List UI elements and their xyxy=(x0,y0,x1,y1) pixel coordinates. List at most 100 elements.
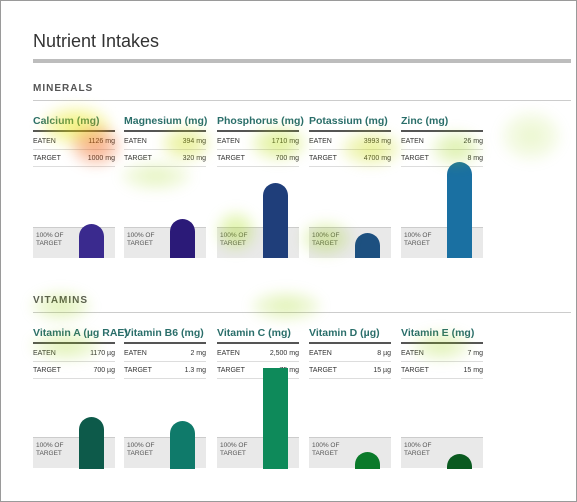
target-value: 15 mg xyxy=(463,367,483,374)
intake-bar xyxy=(355,233,380,258)
target-row: TARGET 320 mg xyxy=(124,150,206,167)
band-label: 100% OF TARGET xyxy=(127,442,155,457)
nutrient-name: Zinc (mg) xyxy=(401,115,449,127)
eaten-label: EATEN xyxy=(124,138,147,145)
target-label: TARGET xyxy=(124,367,152,374)
eaten-label: EATEN xyxy=(33,350,56,357)
eaten-row: EATEN 1710 mg xyxy=(217,133,299,150)
band-label: 100% OF TARGET xyxy=(220,442,248,457)
target-value: 700 µg xyxy=(93,367,115,374)
nutrient-card: Vitamin A (µg RAE) EATEN 1170 µg TARGET 700 … xyxy=(33,327,128,477)
nutrient-name: Vitamin D (µg) xyxy=(309,327,380,339)
nutrient-name: Potassium (mg) xyxy=(309,115,388,127)
target-row: TARGET 4700 mg xyxy=(309,150,391,167)
eaten-row: EATEN 8 µg xyxy=(309,345,391,362)
band-label: 100% OF TARGET xyxy=(127,232,155,247)
eaten-label: EATEN xyxy=(401,350,424,357)
heatmap-blob xyxy=(251,291,321,321)
name-rule xyxy=(124,130,206,132)
target-label: TARGET xyxy=(401,155,429,162)
band-label: 100% OF TARGET xyxy=(312,232,340,247)
nutrient-card: Calcium (mg) EATEN 1126 mg TARGET 1000 mg 100… xyxy=(33,115,115,265)
eaten-row: EATEN 26 mg xyxy=(401,133,483,150)
intake-bar xyxy=(263,183,288,258)
eaten-label: EATEN xyxy=(217,350,240,357)
eaten-label: EATEN xyxy=(33,138,56,145)
target-label: TARGET xyxy=(309,155,337,162)
page-title: Nutrient Intakes xyxy=(33,31,160,51)
name-rule xyxy=(309,130,391,132)
nutrient-card: Vitamin D (µg) EATEN 8 µg TARGET 15 µg 100% O… xyxy=(309,327,391,477)
target-value: 1000 mg xyxy=(87,155,115,162)
nutrient-name: Vitamin C (mg) xyxy=(217,327,291,339)
eaten-row: EATEN 1170 µg xyxy=(33,345,115,362)
target-value: 320 mg xyxy=(182,155,206,162)
target-value: 4700 mg xyxy=(363,155,391,162)
target-label: TARGET xyxy=(217,367,245,374)
target-row: TARGET 1.3 mg xyxy=(124,362,206,379)
target-value: 75 mg xyxy=(279,367,299,374)
nutrient-name: Vitamin B6 (mg) xyxy=(124,327,204,339)
band-label: 100% OF TARGET xyxy=(220,232,248,247)
target-row: TARGET 15 µg xyxy=(309,362,391,379)
target-value: 1.3 mg xyxy=(184,367,206,374)
name-rule xyxy=(401,342,483,344)
nutrient-name: Phosphorus (mg) xyxy=(217,115,304,127)
eaten-value: 7 mg xyxy=(467,350,483,357)
nutrient-name: Magnesium (mg) xyxy=(124,115,208,127)
target-row: TARGET 8 mg xyxy=(401,150,483,167)
name-rule xyxy=(124,342,206,344)
eaten-label: EATEN xyxy=(309,138,332,145)
eaten-row: EATEN 1126 mg xyxy=(33,133,115,150)
target-label: TARGET xyxy=(401,367,429,374)
eaten-value: 1710 mg xyxy=(271,138,299,145)
eaten-row: EATEN 3993 mg xyxy=(309,133,391,150)
eaten-row: EATEN 394 mg xyxy=(124,133,206,150)
intake-bar xyxy=(79,417,104,469)
section-rule xyxy=(33,312,571,313)
name-rule xyxy=(217,342,299,344)
band-label: 100% OF TARGET xyxy=(312,442,340,457)
target-row: TARGET 75 mg xyxy=(217,362,299,379)
target-row: TARGET 15 mg xyxy=(401,362,483,379)
eaten-row: EATEN 2,500 mg xyxy=(217,345,299,362)
eaten-value: 394 mg xyxy=(182,138,206,145)
target-row: TARGET 700 µg xyxy=(33,362,115,379)
eaten-value: 1126 mg xyxy=(88,138,115,145)
eaten-row: EATEN 2 mg xyxy=(124,345,206,362)
title-rule xyxy=(33,59,571,63)
target-band: 100% OF TARGET xyxy=(401,437,483,468)
eaten-value: 2 mg xyxy=(190,350,206,357)
name-rule xyxy=(309,342,391,344)
target-label: TARGET xyxy=(124,155,152,162)
name-rule xyxy=(401,130,483,132)
eaten-label: EATEN xyxy=(124,350,147,357)
target-label: TARGET xyxy=(217,155,245,162)
heatmap-blob xyxy=(501,111,561,161)
name-rule xyxy=(217,130,299,132)
target-label: TARGET xyxy=(309,367,337,374)
intake-bar xyxy=(263,368,288,469)
eaten-label: EATEN xyxy=(217,138,240,145)
intake-bar xyxy=(79,224,104,258)
band-label: 100% OF TARGET xyxy=(36,442,64,457)
nutrient-card: Vitamin B6 (mg) EATEN 2 mg TARGET 1.3 mg 100%… xyxy=(124,327,206,477)
nutrient-name: Vitamin A (µg RAE) xyxy=(33,327,128,339)
name-rule xyxy=(33,130,115,132)
target-row: TARGET 700 mg xyxy=(217,150,299,167)
nutrient-card: Phosphorus (mg) EATEN 1710 mg TARGET 700 mg 1… xyxy=(217,115,304,265)
nutrient-card: Vitamin C (mg) EATEN 2,500 mg TARGET 75 mg 10… xyxy=(217,327,299,477)
nutrient-card: Potassium (mg) EATEN 3993 mg TARGET 4700 mg 1… xyxy=(309,115,391,265)
eaten-value: 8 µg xyxy=(377,350,391,357)
intake-bar xyxy=(447,454,472,469)
nutrient-name: Vitamin E (mg) xyxy=(401,327,475,339)
section-title: MINERALS xyxy=(33,83,94,94)
target-value: 8 mg xyxy=(467,155,483,162)
band-label: 100% OF TARGET xyxy=(404,442,432,457)
eaten-value: 26 mg xyxy=(463,138,483,145)
eaten-label: EATEN xyxy=(309,350,332,357)
eaten-value: 1170 µg xyxy=(90,350,115,357)
intake-bar xyxy=(170,219,195,258)
